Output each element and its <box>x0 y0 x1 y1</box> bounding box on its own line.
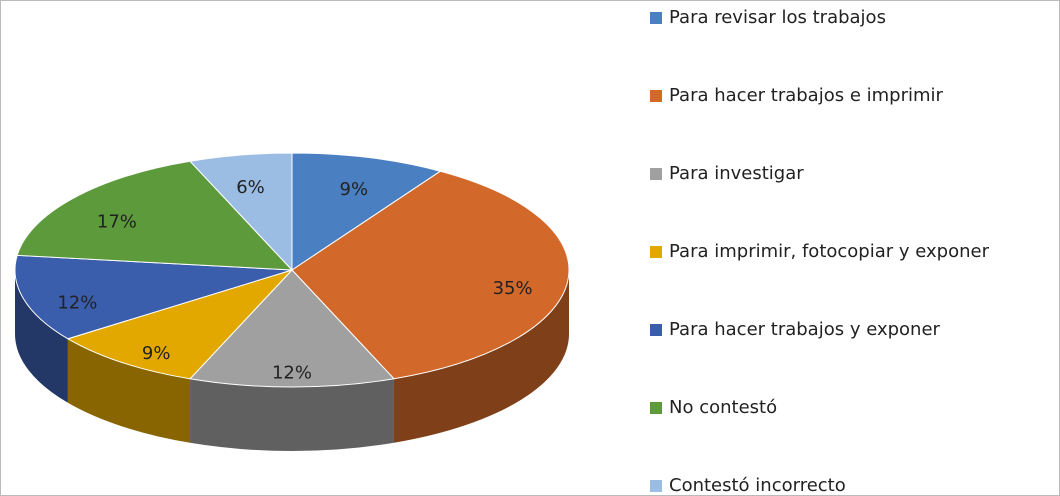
data-label: 12% <box>272 363 312 384</box>
pie-slice-side <box>393 270 569 443</box>
pie-slice <box>66 268 294 380</box>
data-label: 12% <box>57 292 97 313</box>
legend-label: No contestó <box>669 397 777 418</box>
pie-slice <box>189 269 395 388</box>
pie-slice <box>14 254 293 340</box>
legend-label: Para investigar <box>669 163 804 184</box>
pie-slice <box>291 152 442 271</box>
pie-slice-side <box>15 270 68 403</box>
legend-label: Contestó incorrecto <box>669 475 846 496</box>
data-label: 9% <box>142 343 171 364</box>
data-label: 35% <box>493 278 533 299</box>
legend-swatch <box>650 480 662 492</box>
legend-swatch <box>650 168 662 180</box>
legend-swatch <box>650 246 662 258</box>
data-label: 6% <box>236 177 265 198</box>
legend-label: Para hacer trabajos y exponer <box>669 319 941 340</box>
legend-label: Para imprimir, fotocopiar y exponer <box>669 241 990 262</box>
pie-slice <box>189 152 293 272</box>
legend-swatch <box>650 402 662 414</box>
legend-label: Para revisar los trabajos <box>669 7 886 28</box>
pie-slice-side <box>67 338 191 443</box>
legend-swatch <box>650 12 662 24</box>
data-label: 17% <box>97 212 137 233</box>
pie-slice-side <box>190 378 394 452</box>
pie-slice <box>291 170 570 380</box>
legend-swatch <box>650 90 662 102</box>
data-label: 9% <box>340 179 369 200</box>
legend-label: Para hacer trabajos e imprimir <box>669 85 944 106</box>
legend-swatch <box>650 324 662 336</box>
pie-slice <box>16 160 294 271</box>
